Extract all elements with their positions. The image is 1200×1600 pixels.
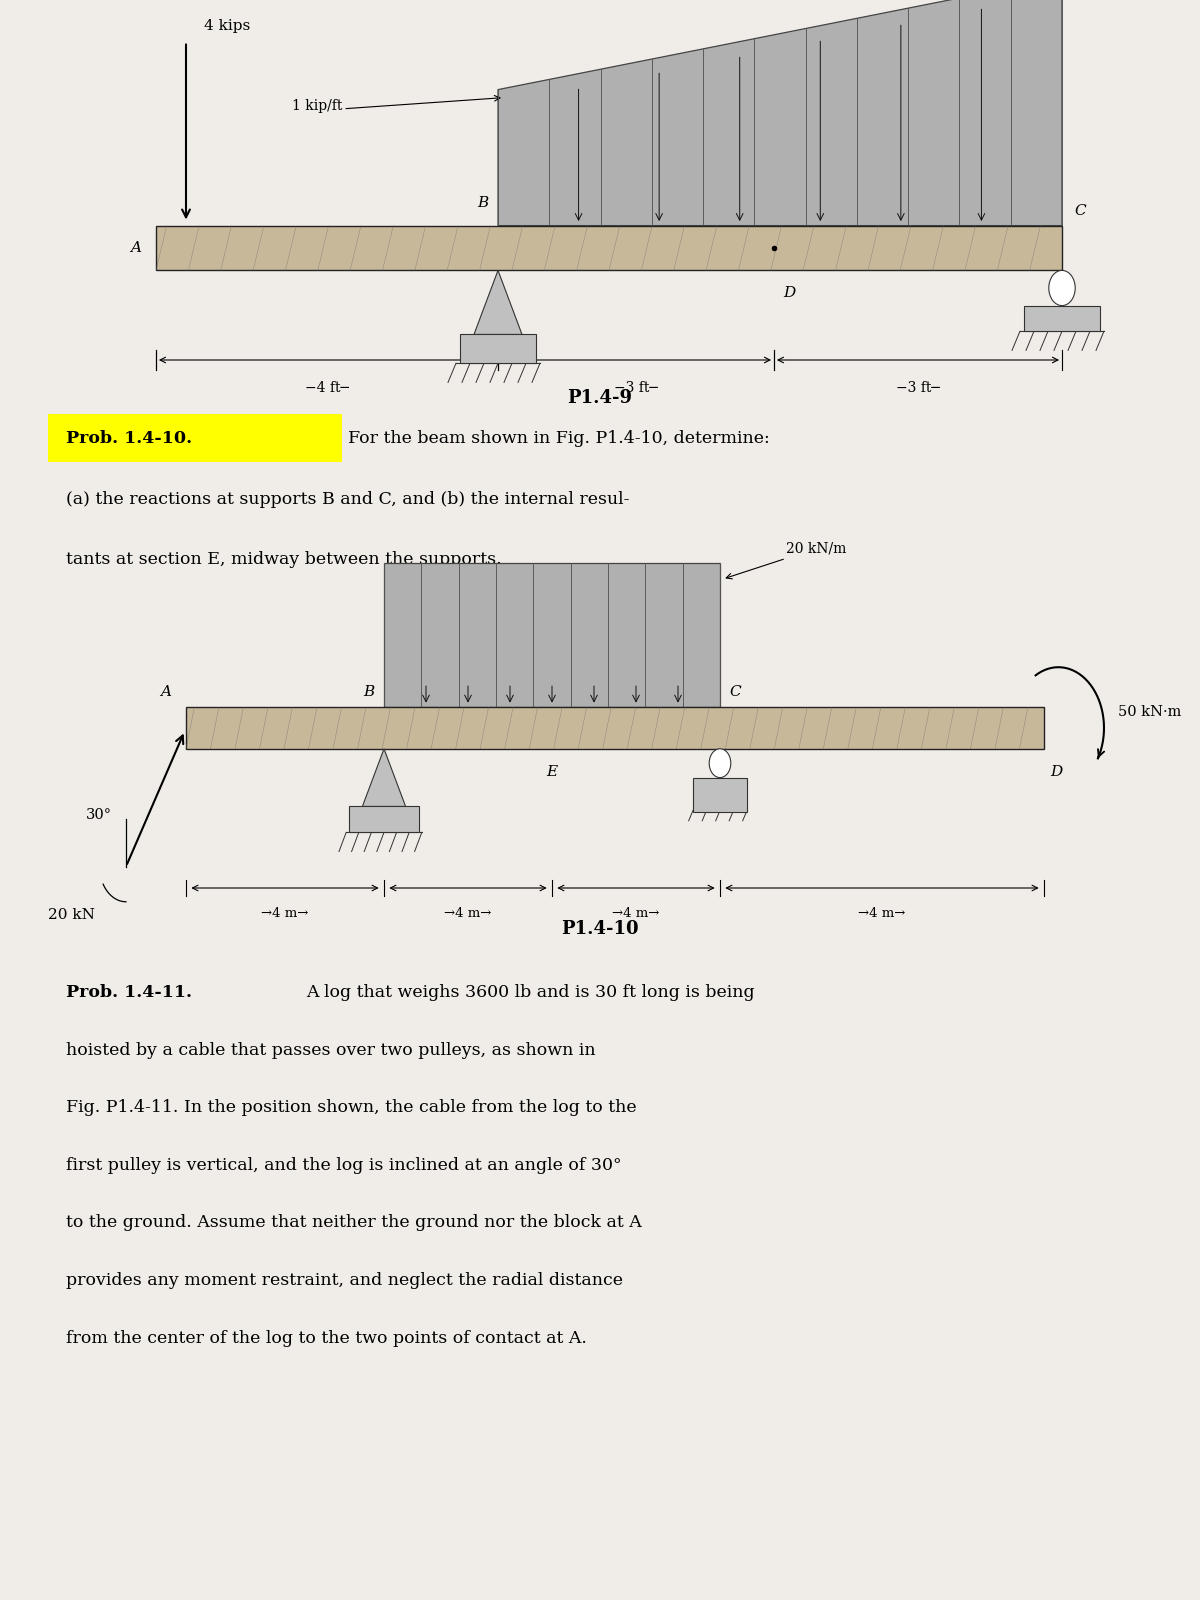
Text: (a) the reactions at supports B and C, and (b) the internal resul-: (a) the reactions at supports B and C, a… xyxy=(66,491,630,507)
Text: B: B xyxy=(364,685,374,699)
Text: P1.4-9: P1.4-9 xyxy=(568,389,632,406)
Polygon shape xyxy=(474,270,522,334)
Text: hoisted by a cable that passes over two pulleys, as shown in: hoisted by a cable that passes over two … xyxy=(66,1042,595,1059)
Text: →4 m→: →4 m→ xyxy=(612,907,660,920)
Polygon shape xyxy=(48,414,342,462)
Text: first pulley is vertical, and the log is inclined at an angle of 30°: first pulley is vertical, and the log is… xyxy=(66,1157,622,1174)
Text: Prob. 1.4-11.: Prob. 1.4-11. xyxy=(66,984,192,1002)
Text: Prob. 1.4-10.: Prob. 1.4-10. xyxy=(66,430,192,446)
Text: Fig. P1.4-11. In the position shown, the cable from the log to the: Fig. P1.4-11. In the position shown, the… xyxy=(66,1099,637,1117)
Text: 4 kips: 4 kips xyxy=(204,19,251,32)
Text: P1.4-10: P1.4-10 xyxy=(562,920,638,938)
Text: 50 kN·m: 50 kN·m xyxy=(1118,706,1182,718)
Text: →4 m→: →4 m→ xyxy=(262,907,308,920)
Text: E: E xyxy=(546,765,558,779)
Text: 20 kN/m: 20 kN/m xyxy=(786,541,846,555)
Polygon shape xyxy=(186,707,1044,749)
Text: −3 ft─: −3 ft─ xyxy=(614,381,658,395)
Text: from the center of the log to the two points of contact at A.: from the center of the log to the two po… xyxy=(66,1330,587,1347)
Text: D: D xyxy=(1050,765,1062,779)
Text: A: A xyxy=(131,242,142,254)
Polygon shape xyxy=(349,806,419,832)
Polygon shape xyxy=(694,778,746,813)
Text: A: A xyxy=(161,685,172,699)
Polygon shape xyxy=(460,334,536,363)
Text: 20 kN: 20 kN xyxy=(48,907,95,922)
Text: D: D xyxy=(784,286,796,301)
Text: A log that weighs 3600 lb and is 30 ft long is being: A log that weighs 3600 lb and is 30 ft l… xyxy=(306,984,755,1002)
Polygon shape xyxy=(498,0,1062,226)
Text: B: B xyxy=(478,195,488,210)
Text: C: C xyxy=(1074,203,1086,218)
Text: 1 kip/ft: 1 kip/ft xyxy=(292,99,342,112)
Polygon shape xyxy=(362,749,406,806)
Text: →4 m→: →4 m→ xyxy=(858,907,906,920)
Text: to the ground. Assume that neither the ground nor the block at A: to the ground. Assume that neither the g… xyxy=(66,1214,642,1232)
Polygon shape xyxy=(156,226,1062,270)
Text: For the beam shown in Fig. P1.4-10, determine:: For the beam shown in Fig. P1.4-10, dete… xyxy=(348,430,769,446)
Text: −3 ft─: −3 ft─ xyxy=(896,381,940,395)
Text: C: C xyxy=(730,685,742,699)
Circle shape xyxy=(709,749,731,778)
Text: 30°: 30° xyxy=(85,808,112,822)
Polygon shape xyxy=(1024,306,1100,331)
Text: provides any moment restraint, and neglect the radial distance: provides any moment restraint, and negle… xyxy=(66,1272,623,1290)
Text: →4 m→: →4 m→ xyxy=(444,907,492,920)
Text: −4 ft─: −4 ft─ xyxy=(305,381,349,395)
Circle shape xyxy=(1049,270,1075,306)
Text: tants at section E, midway between the supports.: tants at section E, midway between the s… xyxy=(66,552,502,568)
Polygon shape xyxy=(384,563,720,707)
